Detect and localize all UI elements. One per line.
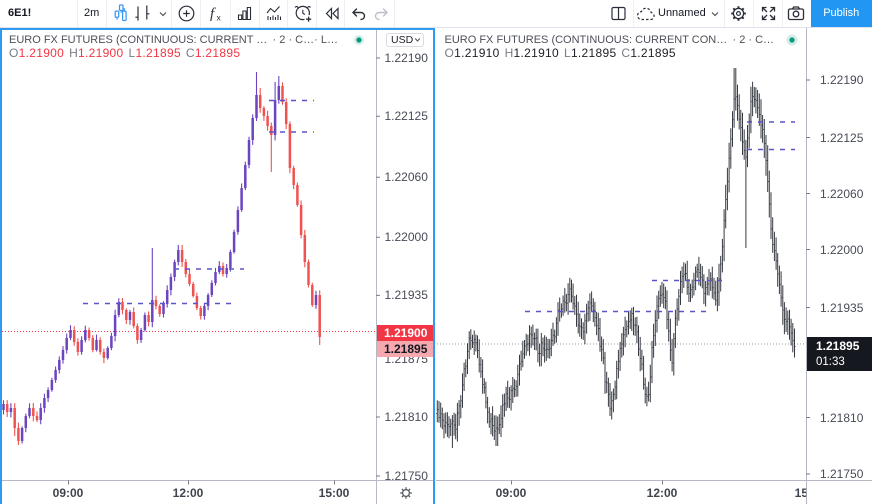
svg-text:15:00: 15:00 bbox=[795, 486, 826, 500]
svg-text:x: x bbox=[217, 13, 222, 23]
svg-text:f: f bbox=[210, 6, 216, 22]
